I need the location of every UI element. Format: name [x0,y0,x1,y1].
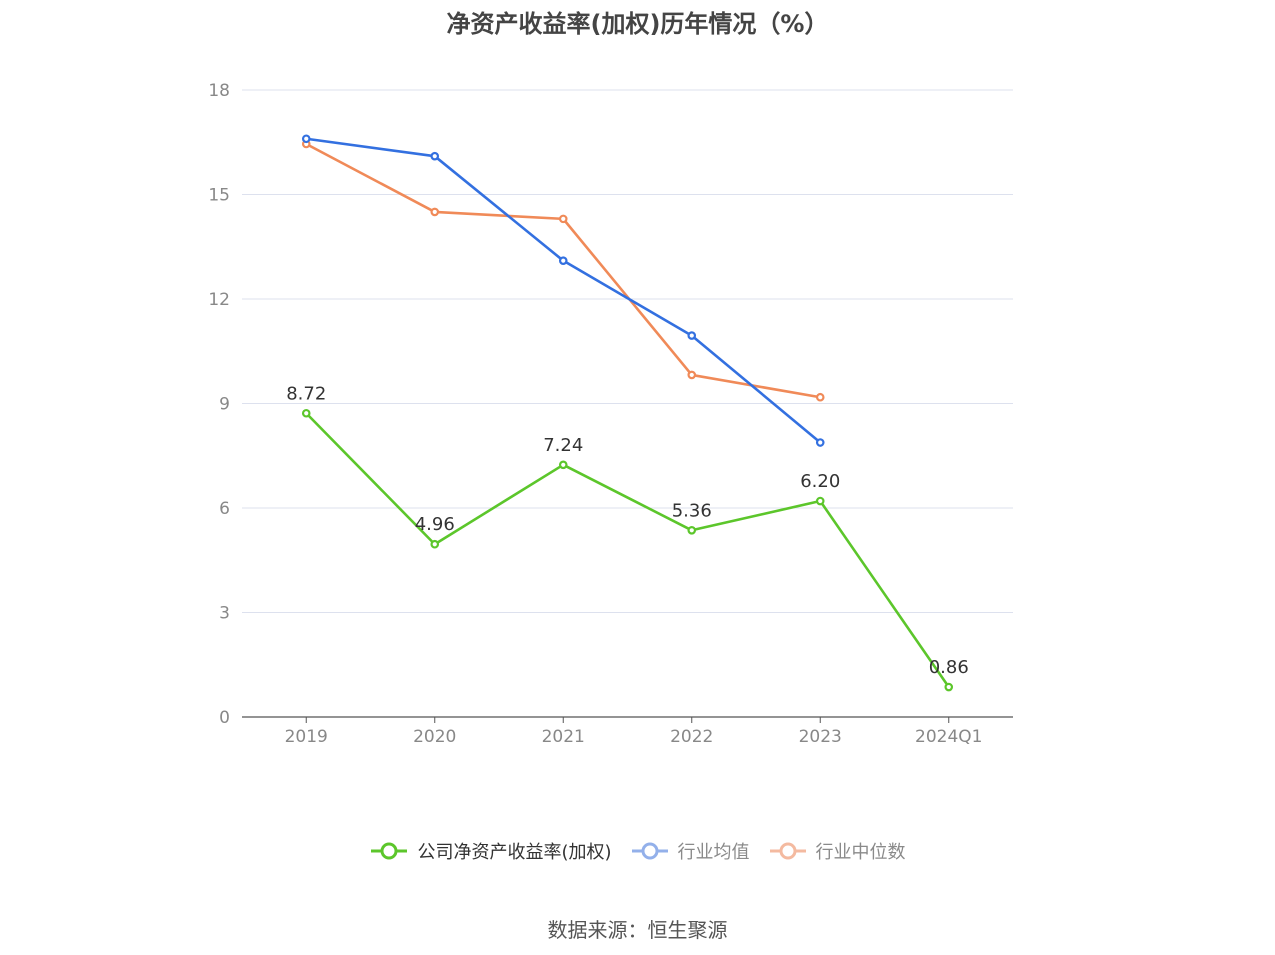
data-labels: 8.72 4.96 7.24 5.36 6.20 0.86 [286,383,969,678]
x-tick-label: 2019 [285,727,328,747]
legend-line-circle-icon [631,842,668,860]
legend-line-circle-icon [371,842,408,860]
data-point [815,496,825,506]
legend-label: 行业均值 [677,842,750,863]
grid-lines [242,89,1013,613]
data-point [687,525,697,535]
y-tick-label: 9 [219,395,230,415]
data-point [301,408,311,418]
x-tick-label: 2024Q1 [915,727,982,747]
data-point [558,214,568,224]
data-point [687,370,697,380]
y-tick-label: 0 [219,708,230,728]
legend-item-company-roe[interactable]: 公司净资产收益率(加权) [369,838,612,864]
y-tick-label: 18 [208,81,230,101]
series-line-2 [305,142,821,399]
data-point [430,539,440,549]
data-label: 7.24 [543,435,583,456]
y-tick-label: 12 [208,290,230,310]
legend-line-circle-icon [769,842,806,860]
series-lines [301,134,954,692]
y-tick-label: 6 [219,499,230,519]
data-label: 0.86 [929,657,969,678]
data-point [558,460,568,470]
data-label: 5.36 [672,500,712,521]
data-point [815,438,825,447]
data-label: 8.72 [286,383,326,404]
data-point [430,207,440,217]
x-tick-label: 2022 [670,727,713,747]
data-point [815,392,825,402]
legend-label: 公司净资产收益率(加权) [417,842,612,863]
x-tick-label: 2020 [413,727,456,747]
data-point [687,331,697,340]
data-point [558,256,568,265]
y-tick-label: 15 [208,186,230,206]
data-source-note: 数据来源：恒生聚源 [547,918,728,942]
legend-item-industry-mean[interactable]: 行业均值 [630,838,750,864]
axes: 0 3 6 9 12 15 18 2019 2020 2021 2022 2023 2024Q1 [208,81,1013,747]
y-tick-label: 3 [219,604,230,624]
legend-item-industry-median[interactable]: 行业中位数 [768,838,906,864]
series-line-0 [305,412,950,688]
x-tick-label: 2023 [799,727,842,747]
data-point [430,151,440,161]
legend-label: 行业中位数 [815,842,906,863]
data-label: 4.96 [415,514,455,535]
data-point [301,134,311,144]
data-label: 6.20 [800,471,840,492]
chart-title: 净资产收益率(加权)历年情况（%） [446,10,829,38]
x-tick-label: 2021 [542,727,585,747]
data-point [944,682,954,692]
legend: 公司净资产收益率(加权) 行业均值 行业中位数 [0,838,1275,864]
